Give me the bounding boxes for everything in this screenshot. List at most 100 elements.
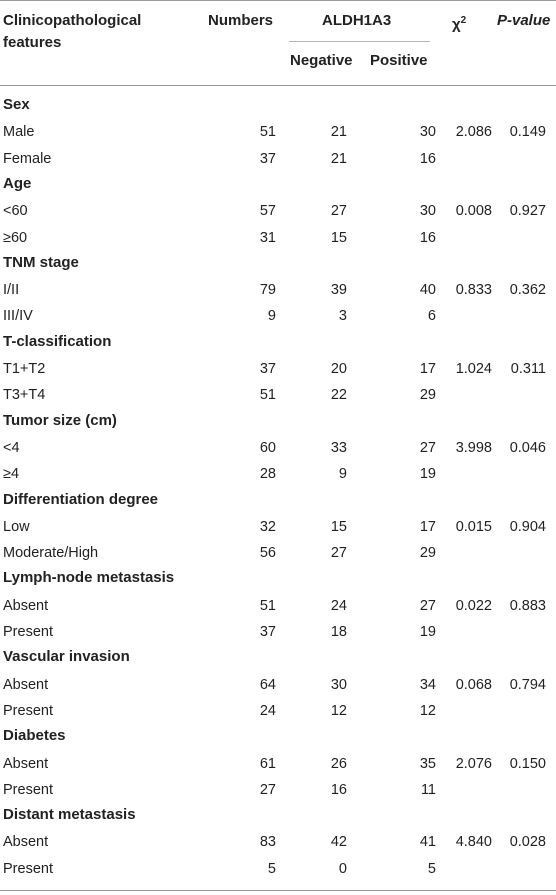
- row-label: Low: [3, 518, 30, 535]
- header-numbers: Numbers: [208, 12, 274, 29]
- cell-positive: 17: [419, 518, 436, 535]
- cell-negative: 15: [330, 518, 347, 535]
- header-aldh1a3: ALDH1A3: [322, 12, 392, 29]
- cell-chi-square: 0.008: [455, 203, 492, 220]
- cell-chi-square: 3.998: [455, 439, 492, 456]
- cell-chi-square: 0.068: [455, 676, 492, 693]
- row-label: Moderate/High: [3, 545, 99, 562]
- cell-negative: 20: [330, 361, 347, 377]
- group-heading: Sex: [3, 96, 30, 113]
- group-heading: Tumor size (cm): [3, 411, 117, 429]
- header-feature: Clinicopathological features: [3, 12, 142, 51]
- cell-numbers: 32: [259, 518, 276, 535]
- cell-chi-square: 4.840: [455, 834, 492, 851]
- cell-numbers: 31: [259, 229, 276, 246]
- cell-numbers: 37: [259, 361, 276, 377]
- header-negative: Negative: [290, 52, 353, 69]
- chi-superscript: 2: [460, 15, 467, 26]
- row-label: T3+T4: [3, 387, 46, 404]
- cell-positive: 5: [427, 860, 436, 877]
- row-label: I/II: [3, 282, 20, 299]
- row-label: Male: [3, 124, 35, 141]
- row-label: Present: [3, 860, 53, 877]
- group-heading: TNM stage: [3, 253, 79, 271]
- cell-positive: 19: [419, 624, 436, 640]
- cell-positive: 12: [419, 702, 436, 719]
- cell-negative: 9: [338, 466, 347, 483]
- cell-positive: 35: [419, 755, 436, 772]
- cell-negative: 15: [330, 229, 347, 246]
- cell-chi-square: 0.015: [455, 518, 492, 535]
- cell-positive: 30: [419, 124, 436, 141]
- cell-numbers: 83: [259, 834, 276, 851]
- cell-numbers: 28: [259, 466, 276, 483]
- cell-numbers: 37: [259, 624, 276, 640]
- cell-chi-square: 2.076: [455, 755, 492, 772]
- cell-pvalue: 0.028: [509, 834, 546, 851]
- cell-negative: 30: [330, 676, 347, 693]
- row-label: ≥4: [3, 466, 20, 483]
- cell-numbers: 61: [259, 755, 276, 772]
- cell-pvalue: 0.046: [509, 439, 546, 456]
- cell-positive: 6: [427, 308, 436, 325]
- header-positive: Positive: [370, 52, 428, 69]
- cell-negative: 26: [330, 755, 347, 772]
- cell-negative: 33: [330, 439, 347, 456]
- group-heading: Lymph-node metastasis: [3, 569, 175, 587]
- row-label: Present: [3, 781, 53, 798]
- cell-pvalue: 0.883: [509, 597, 546, 614]
- cell-negative: 39: [330, 282, 347, 299]
- cell-positive: 17: [419, 361, 436, 377]
- cell-numbers: 9: [267, 308, 276, 325]
- cell-positive: 27: [419, 597, 436, 614]
- cell-positive: 16: [419, 229, 436, 246]
- pvalue-label: P-value: [497, 12, 551, 29]
- cell-numbers: 24: [259, 702, 276, 719]
- row-label: Present: [3, 624, 53, 640]
- cell-positive: 30: [419, 203, 436, 220]
- cell-chi-square: 0.022: [455, 597, 492, 614]
- cell-numbers: 27: [259, 781, 276, 798]
- cell-numbers: 5: [267, 860, 276, 877]
- header-pvalue: P-value: [497, 10, 550, 32]
- cell-negative: 18: [330, 624, 347, 640]
- cell-numbers: 37: [259, 150, 276, 167]
- table-bottom-rule: [0, 890, 556, 891]
- row-label: ≥60: [3, 229, 28, 246]
- cell-pvalue: 0.362: [509, 282, 546, 299]
- cell-positive: 41: [419, 834, 436, 851]
- cell-numbers: 64: [259, 676, 276, 693]
- cell-numbers: 51: [259, 124, 276, 141]
- cell-negative: 42: [330, 834, 347, 851]
- cell-numbers: 79: [259, 282, 276, 299]
- header-bottom-rule: [0, 85, 556, 86]
- row-label: <60: [3, 203, 28, 220]
- cell-negative: 22: [330, 387, 347, 404]
- cell-pvalue: 0.927: [509, 203, 546, 220]
- cell-negative: 3: [338, 308, 347, 325]
- row-label: Absent: [3, 834, 49, 851]
- group-heading: Differentiation degree: [3, 490, 159, 508]
- cell-pvalue: 0.794: [509, 676, 546, 693]
- cell-negative: 27: [330, 545, 347, 562]
- cell-positive: 27: [419, 439, 436, 456]
- cell-numbers: 51: [259, 597, 276, 614]
- cell-numbers: 60: [259, 439, 276, 456]
- row-label: <4: [3, 439, 20, 456]
- cell-numbers: 56: [259, 545, 276, 562]
- row-label: III/IV: [3, 308, 33, 325]
- cell-negative: 0: [338, 860, 347, 877]
- row-label: Present: [3, 702, 53, 719]
- cell-numbers: 51: [259, 387, 276, 404]
- cell-chi-square: 2.086: [455, 124, 492, 141]
- group-heading: Age: [3, 174, 32, 192]
- cell-positive: 29: [419, 545, 436, 562]
- cell-negative: 21: [330, 124, 347, 141]
- cell-pvalue: 0.311: [510, 361, 546, 377]
- row-label: Absent: [3, 676, 49, 693]
- cell-chi-square: 0.833: [455, 282, 492, 299]
- row-label: Absent: [3, 597, 49, 614]
- cell-pvalue: 0.150: [509, 755, 546, 772]
- cell-negative: 27: [330, 203, 347, 220]
